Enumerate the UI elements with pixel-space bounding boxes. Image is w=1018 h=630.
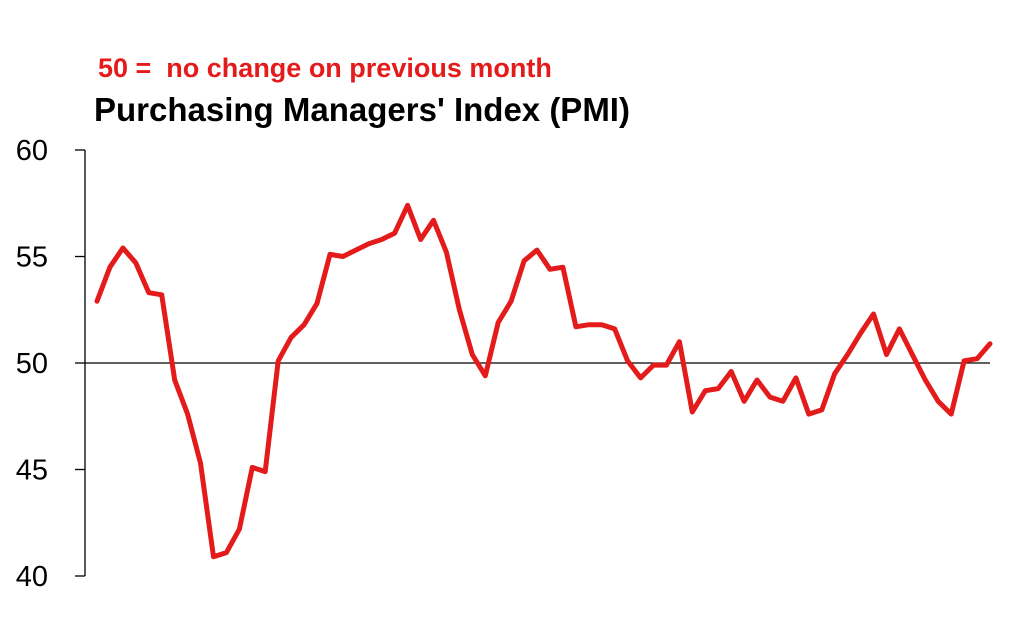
y-tick-label: 60 <box>16 135 48 167</box>
y-tick-label: 40 <box>16 561 48 593</box>
y-tick-label: 45 <box>16 455 48 487</box>
chart-annotation: 50 = no change on previous month <box>98 53 552 83</box>
y-axis-ticks: 40 45 50 55 60 <box>16 135 85 593</box>
pmi-series-line <box>94 202 993 560</box>
series-group <box>94 202 993 560</box>
y-tick-label: 55 <box>16 242 48 274</box>
y-tick-label: 50 <box>16 348 48 380</box>
chart-title: Purchasing Managers' Index (PMI) <box>94 91 630 128</box>
